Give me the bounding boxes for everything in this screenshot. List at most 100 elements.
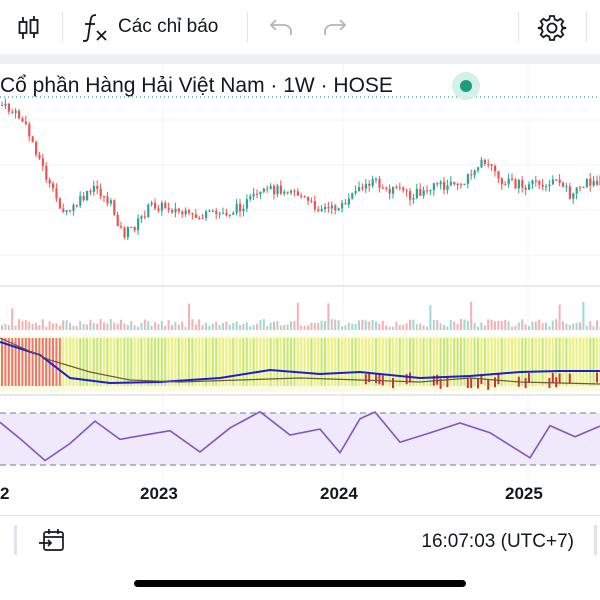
candle-body xyxy=(198,217,201,219)
volume-bar xyxy=(58,325,61,330)
candle-body xyxy=(460,184,463,186)
volume-bar xyxy=(188,303,190,330)
indicator-bar xyxy=(470,338,473,386)
candle-body xyxy=(208,211,211,213)
indicator-bar xyxy=(562,338,564,386)
undo-button[interactable] xyxy=(266,12,296,42)
indicator-bar xyxy=(113,338,116,386)
indicator-bar xyxy=(273,338,275,386)
indicator-bar xyxy=(126,338,129,386)
candle-body xyxy=(225,212,228,216)
candle-body xyxy=(351,193,354,199)
candle-body xyxy=(568,186,571,199)
candle-body xyxy=(402,187,405,191)
volume-bar xyxy=(290,321,292,330)
candle-body xyxy=(35,142,38,155)
volume-bar xyxy=(208,325,211,330)
volume-bar xyxy=(466,320,469,330)
indicator-bar xyxy=(181,338,184,386)
candle-body xyxy=(347,198,350,205)
volume-bar xyxy=(191,319,194,330)
indicator-bar xyxy=(439,338,442,386)
candle-body xyxy=(262,188,265,192)
indicator-bar xyxy=(327,338,330,386)
volume-bar xyxy=(555,319,558,330)
volume-bar xyxy=(575,322,578,330)
home-indicator xyxy=(134,580,466,587)
volume-bar xyxy=(75,326,78,330)
candle-body xyxy=(551,179,554,185)
market-status-indicator[interactable] xyxy=(452,72,480,100)
candle-body xyxy=(375,178,378,180)
volume-bar xyxy=(89,319,92,330)
settings-button[interactable] xyxy=(534,10,570,46)
indicators-label: Các chỉ báo xyxy=(118,16,219,37)
indicator-bar xyxy=(320,338,323,386)
indicator-bar xyxy=(286,338,289,386)
candle-body xyxy=(1,105,4,106)
indicator-bar xyxy=(517,338,520,386)
indicator-bar xyxy=(96,338,99,386)
bottom-bar xyxy=(0,515,600,572)
volume-bar xyxy=(38,325,41,330)
indicator-bar xyxy=(483,338,486,386)
indicator-bar xyxy=(300,338,303,386)
redo-button[interactable] xyxy=(320,12,350,42)
indicator-bar xyxy=(45,338,48,386)
clock-timezone[interactable]: 16:07:03 (UTC+7) xyxy=(421,531,574,552)
volume-bar xyxy=(534,321,537,330)
indicator-bar xyxy=(116,338,119,386)
volume-bar xyxy=(4,323,7,330)
indicator-bar xyxy=(188,338,190,386)
volume-bar xyxy=(215,321,218,330)
candle-body xyxy=(582,186,585,188)
volume-bar xyxy=(7,325,10,330)
candle-body xyxy=(504,184,507,186)
indicator-bar xyxy=(239,338,241,386)
indicator-bar xyxy=(310,338,313,386)
candle-body xyxy=(177,208,180,212)
symbol-title[interactable]: Cổ phần Hàng Hải Việt Nam · 1W · HOSE xyxy=(0,74,393,97)
candle-body xyxy=(313,201,316,210)
candle-body xyxy=(575,187,578,194)
candle-body xyxy=(269,186,272,190)
chart-type-button[interactable] xyxy=(10,10,46,46)
indicator-bar xyxy=(235,338,238,386)
candle-body xyxy=(483,159,486,165)
candle-body xyxy=(86,191,89,201)
candle-body xyxy=(589,178,592,186)
indicator-bar xyxy=(35,338,37,386)
candle-body xyxy=(113,200,116,215)
volume-bar xyxy=(514,325,517,330)
candle-body xyxy=(337,208,340,211)
indicator-bar xyxy=(456,338,459,386)
chart-canvas[interactable] xyxy=(0,64,600,515)
candle-body xyxy=(487,164,490,166)
candles-icon xyxy=(18,16,39,39)
indicators-button[interactable]: Các chỉ báo xyxy=(80,8,218,46)
date-range-button[interactable] xyxy=(36,526,68,556)
volume-bar xyxy=(402,324,405,330)
indicator-bar xyxy=(596,372,598,383)
chart-area[interactable] xyxy=(0,64,600,515)
indicator-bar xyxy=(191,338,194,386)
function-fx-icon xyxy=(82,14,107,42)
candle-body xyxy=(507,178,510,185)
candle-body xyxy=(48,179,51,184)
volume-bar xyxy=(596,320,598,330)
volume-bar xyxy=(79,321,82,330)
volume-bar xyxy=(551,320,554,330)
volume-bar xyxy=(443,325,445,330)
volume-bar xyxy=(334,319,337,330)
volume-bar xyxy=(157,324,160,330)
candle-body xyxy=(463,183,466,185)
indicator-bar xyxy=(490,338,493,386)
volume-bar xyxy=(174,322,177,330)
indicator-bar xyxy=(392,378,394,389)
volume-bar xyxy=(426,326,428,330)
indicator-bar xyxy=(354,338,357,386)
candle-body xyxy=(18,110,21,119)
candle-body xyxy=(242,208,245,212)
candle-body xyxy=(120,226,123,228)
volume-bar xyxy=(463,319,466,330)
